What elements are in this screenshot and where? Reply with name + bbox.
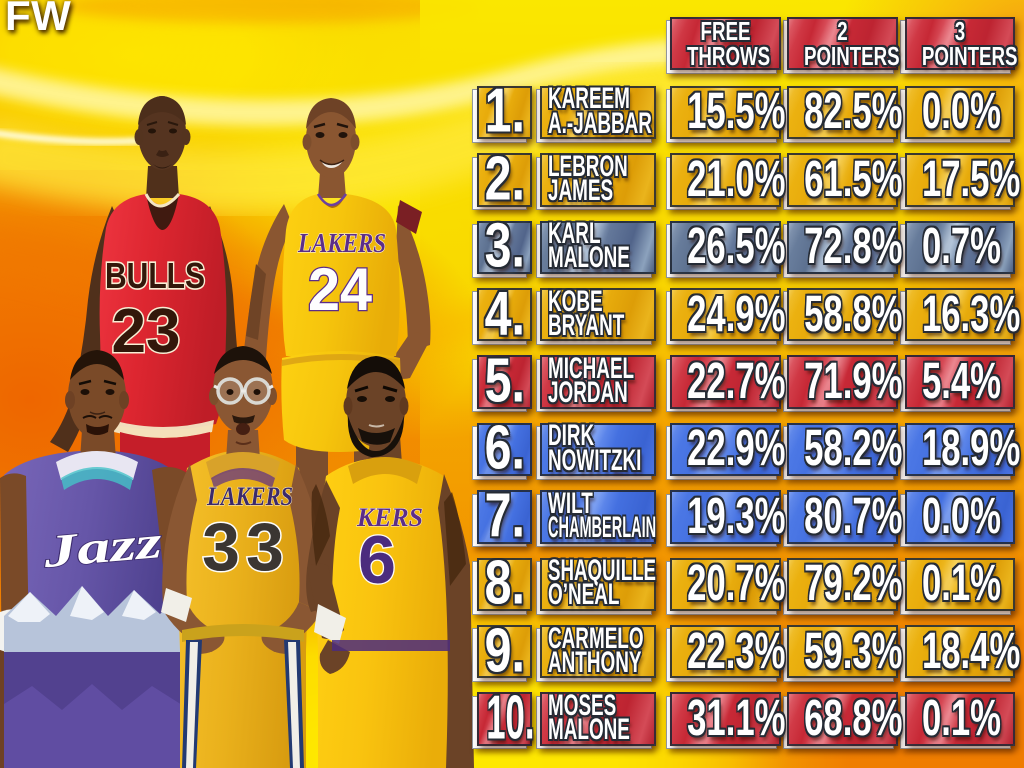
svg-text:Jazz: Jazz: [40, 516, 164, 577]
svg-text:LAKERS: LAKERS: [297, 228, 386, 258]
svg-text:23: 23: [112, 297, 181, 366]
svg-text:KERS: KERS: [356, 503, 423, 532]
svg-text:33: 33: [202, 509, 290, 585]
svg-text:LAKERS: LAKERS: [206, 482, 293, 511]
svg-text:BULLS: BULLS: [105, 255, 205, 296]
svg-text:24: 24: [308, 256, 373, 323]
svg-text:6: 6: [358, 522, 396, 598]
